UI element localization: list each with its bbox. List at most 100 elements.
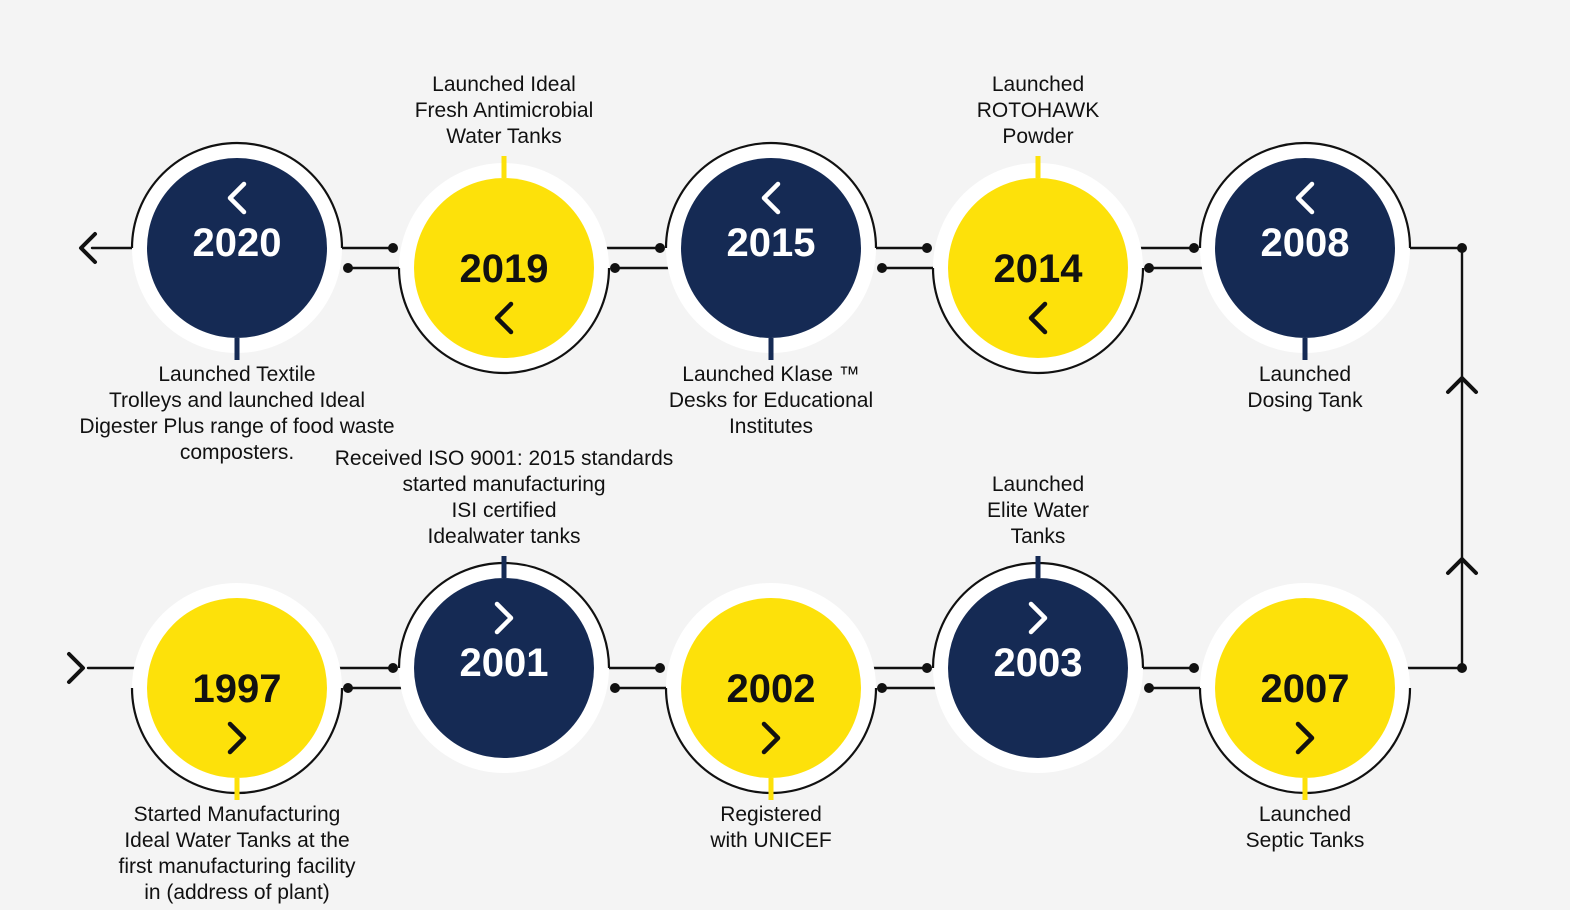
milestone-label-line: Launched Textile xyxy=(158,363,316,386)
milestone-label-line: started manufacturing xyxy=(402,473,606,496)
milestone-circle-2015 xyxy=(681,158,861,338)
connector-dot xyxy=(343,683,353,693)
milestone-circle-1997 xyxy=(147,598,327,778)
connector-dot xyxy=(655,663,665,673)
up-chevron-icon xyxy=(1446,376,1478,394)
label-tick xyxy=(1035,556,1041,578)
connector-dot xyxy=(1144,263,1154,273)
milestone-year: 1997 xyxy=(193,667,282,711)
milestone-label-line: ROTOHAWK xyxy=(976,99,1100,122)
connector-dot xyxy=(1144,683,1154,693)
milestone-label-line: first manufacturing facility xyxy=(118,855,356,878)
milestone-label-2007: Launched Septic Tanks xyxy=(1246,802,1365,854)
connector-dot xyxy=(610,263,620,273)
connector-dot xyxy=(922,663,932,673)
left-chevron-icon xyxy=(1028,301,1048,335)
milestone-year: 2008 xyxy=(1261,221,1350,265)
milestone-label-line: Tanks xyxy=(1010,525,1066,548)
milestone-ring-outline xyxy=(130,141,344,249)
milestone-circle-2014 xyxy=(948,178,1128,358)
milestone-label-line: Septic Tanks xyxy=(1245,829,1365,852)
milestone-circle-2007 xyxy=(1215,598,1395,778)
milestone-label-line: in (address of plant) xyxy=(144,881,330,904)
label-tick xyxy=(1035,156,1041,178)
right-chevron-icon xyxy=(1295,721,1315,755)
milestone-year: 2001 xyxy=(460,641,549,685)
right-chevron-icon xyxy=(494,601,514,635)
up-chevron-icon xyxy=(1446,557,1478,575)
connector-dot xyxy=(877,263,887,273)
right-chevron-icon xyxy=(1028,601,1048,635)
milestone-circle-2002 xyxy=(681,598,861,778)
connector-dot xyxy=(388,243,398,253)
milestone-label-line: Institutes xyxy=(728,415,814,438)
label-tick xyxy=(501,156,507,178)
label-tick xyxy=(1302,338,1308,360)
milestone-year: 2007 xyxy=(1261,667,1350,711)
milestone-label-line: with UNICEF xyxy=(710,829,832,852)
milestone-year: 2003 xyxy=(994,641,1083,685)
milestone-label-line: Idealwater tanks xyxy=(427,525,581,548)
milestone-label-2020: Launched Textile Trolleys and launched Id… xyxy=(79,362,394,466)
left-chevron-icon xyxy=(1295,181,1315,215)
milestone-label-line: Water Tanks xyxy=(446,125,562,148)
milestone-label-line: Desks for Educational xyxy=(668,389,874,412)
label-tick xyxy=(501,556,507,578)
milestone-label-line: Started Manufacturing xyxy=(133,803,341,826)
milestone-label-1997: Started Manufacturing Ideal Water Tanks a… xyxy=(119,802,356,906)
connector-dot xyxy=(877,683,887,693)
milestone-ring-outline xyxy=(664,141,878,249)
milestone-ring-outline xyxy=(931,267,1145,375)
milestone-label-line: Received ISO 9001: 2015 standards xyxy=(334,447,674,470)
milestone-label-2001: Received ISO 9001: 2015 standards started… xyxy=(335,446,674,550)
left-chevron-icon xyxy=(79,232,97,264)
milestone-year: 2019 xyxy=(460,247,549,291)
right-chevron-icon xyxy=(761,721,781,755)
left-chevron-icon xyxy=(494,301,514,335)
milestone-label-line: Fresh Antimicrobial xyxy=(414,99,594,122)
milestone-label-line: Launched xyxy=(991,473,1085,496)
milestone-label-line: composters. xyxy=(179,441,295,464)
label-tick xyxy=(768,778,774,800)
milestone-label-2015: Launched Klase ™ Desks for Educational Ins… xyxy=(669,362,873,440)
milestone-label-2008: Launched Dosing Tank xyxy=(1247,362,1362,414)
milestone-label-line: Registered xyxy=(720,803,822,826)
connector-layer xyxy=(67,232,1478,693)
connector-dot xyxy=(655,243,665,253)
milestone-label-line: Launched xyxy=(991,73,1085,96)
label-tick xyxy=(234,778,240,800)
label-tick xyxy=(768,338,774,360)
milestone-label-line: Powder xyxy=(1002,125,1074,148)
milestone-circle-2020 xyxy=(147,158,327,338)
connector-dot xyxy=(388,663,398,673)
milestone-year: 2015 xyxy=(727,221,816,265)
milestone-label-line: ISI certified xyxy=(451,499,557,522)
milestone-label-line: Launched xyxy=(1258,803,1352,826)
milestone-circle-2003 xyxy=(948,578,1128,758)
milestone-ring-outline xyxy=(397,267,611,375)
milestone-year: 2014 xyxy=(994,247,1084,291)
milestone-label-2003: Launched Elite Water Tanks xyxy=(987,472,1089,550)
connector-dot xyxy=(922,243,932,253)
right-chevron-icon xyxy=(67,652,85,684)
milestone-label-line: Elite Water xyxy=(987,499,1089,522)
milestone-layer: 2020 2019 2015 2014 2008 1997 2001 2002 2003 2007 xyxy=(130,141,1412,800)
milestone-label-line: Dosing Tank xyxy=(1247,389,1363,412)
milestone-circle-2008 xyxy=(1215,158,1395,338)
connector-dot xyxy=(1189,663,1199,673)
connector-dot xyxy=(610,683,620,693)
milestone-year: 2002 xyxy=(727,667,816,711)
milestone-label-line: Digester Plus range of food waste xyxy=(79,415,395,438)
label-tick xyxy=(234,338,240,360)
milestone-label-2014: Launched ROTOHAWK Powder xyxy=(977,72,1100,150)
milestone-label-2002: Registered with UNICEF xyxy=(710,802,831,854)
right-chevron-icon xyxy=(227,721,247,755)
left-chevron-icon xyxy=(227,181,247,215)
milestone-label-2019: Launched Ideal Fresh Antimicrobial Water T… xyxy=(415,72,594,150)
milestone-label-line: Launched xyxy=(1258,363,1352,386)
milestone-label-line: Ideal Water Tanks at the xyxy=(124,829,350,852)
connector-dot xyxy=(1189,243,1199,253)
label-tick xyxy=(1302,778,1308,800)
left-chevron-icon xyxy=(761,181,781,215)
